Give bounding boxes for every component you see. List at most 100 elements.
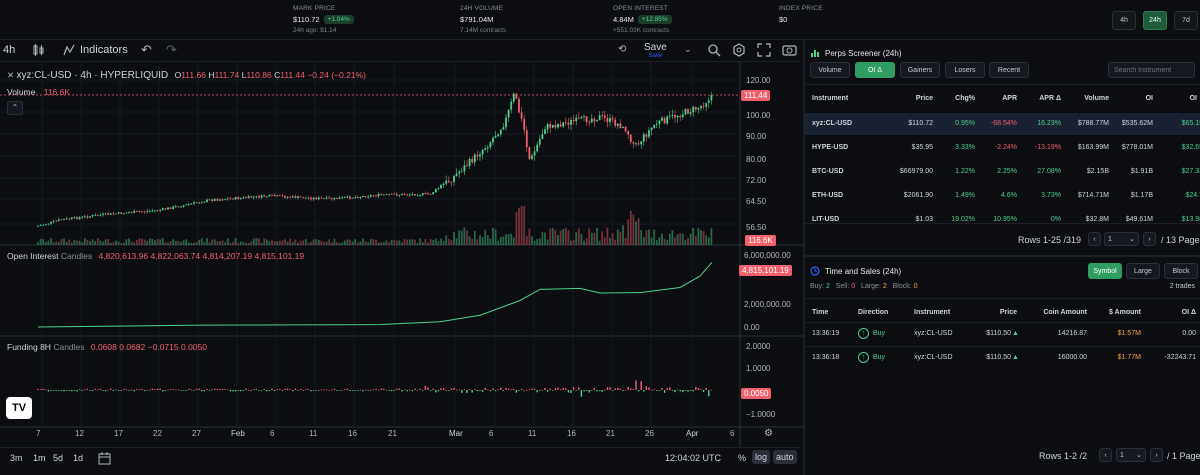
range-3m-button[interactable]: 3m xyxy=(10,453,23,463)
price-candle-body xyxy=(596,119,598,122)
volume-bar xyxy=(302,240,305,245)
volume-bar xyxy=(330,242,333,245)
utc-clock[interactable]: 12:04:02 UTC xyxy=(665,453,722,463)
log-scale-toggle[interactable]: log xyxy=(752,450,771,464)
tas-col-time[interactable]: Time xyxy=(812,309,829,316)
volume-bar xyxy=(325,241,328,245)
time-tick-label: 17 xyxy=(114,429,123,438)
date-range-calendar-icon[interactable] xyxy=(98,452,111,467)
funding-legend-value-3: 0.0050 xyxy=(180,342,207,352)
screener-header: Perps Screener (24h) xyxy=(810,48,901,58)
col-apr[interactable]: APR xyxy=(1002,95,1017,102)
time-axis-settings-icon[interactable]: ⚙ xyxy=(764,428,773,439)
price-candle-body xyxy=(211,199,214,201)
col-oi[interactable]: OI xyxy=(1145,95,1153,102)
chart-toolbar: 4h Indicators ↶ ↷ ⟲ Save Save ⌄ xyxy=(0,40,800,62)
interval-select[interactable]: 4h xyxy=(3,44,16,56)
tas-col-oi-delta[interactable]: OI Δ xyxy=(1181,309,1196,316)
tas-next-page-button[interactable]: › xyxy=(1150,448,1163,462)
volume-bar xyxy=(128,238,130,245)
range-1m-button[interactable]: 1m xyxy=(33,453,46,463)
funding-candle xyxy=(159,388,161,390)
range-1d-button[interactable]: 1d xyxy=(73,453,84,463)
fullscreen-icon[interactable] xyxy=(757,43,771,60)
oi-legend: Open Interest Candles 4,820,613.96 4,822… xyxy=(7,251,304,261)
screener-prev-page-button[interactable]: ‹ xyxy=(1088,232,1101,246)
volume-bar xyxy=(133,242,136,245)
tas-tab-symbol[interactable]: Symbol xyxy=(1088,263,1122,279)
price-chart[interactable] xyxy=(0,62,804,447)
panel-split-divider[interactable] xyxy=(805,255,1200,257)
save-button[interactable]: Save Save xyxy=(644,42,667,59)
settings-gear-icon[interactable] xyxy=(732,43,746,60)
volume-bar xyxy=(432,239,435,245)
funding-candle xyxy=(169,389,172,390)
price-candle-body xyxy=(551,124,554,128)
indicators-icon[interactable] xyxy=(62,43,76,60)
screener-page-select[interactable]: 1 ⌄ xyxy=(1104,232,1139,246)
redo-icon[interactable]: ↷ xyxy=(166,42,177,57)
col-instrument[interactable]: Instrument xyxy=(812,95,849,102)
funding-candle xyxy=(271,388,273,390)
range-5d-button[interactable]: 5d xyxy=(53,453,64,463)
open-interest-stat: OPEN INTEREST 4.84M +12.85% +551.03K cont… xyxy=(613,5,672,34)
screener-tab-recent[interactable]: Recent xyxy=(989,62,1029,78)
tas-tab-block[interactable]: Block xyxy=(1164,263,1198,279)
tas-col-direction[interactable]: Direction xyxy=(858,309,889,316)
reset-icon[interactable]: ⟲ xyxy=(618,44,627,55)
col-volume[interactable]: Volume xyxy=(1084,95,1109,102)
screener-tab-volume[interactable]: Volume xyxy=(810,62,850,78)
instrument-search-input[interactable] xyxy=(1108,62,1195,78)
col-chg[interactable]: Chg% xyxy=(955,95,975,102)
tas-prev-page-button[interactable]: ‹ xyxy=(1099,448,1112,462)
auto-scale-toggle[interactable]: auto xyxy=(773,450,797,464)
legend-close-icon[interactable]: ✕ xyxy=(7,70,15,80)
screener-next-page-button[interactable]: › xyxy=(1143,232,1156,246)
screener-tab-gainers[interactable]: Gainers xyxy=(900,62,940,78)
timeframe-4h-button[interactable]: 4h xyxy=(1112,11,1136,30)
save-menu-chevron-icon[interactable]: ⌄ xyxy=(684,44,692,54)
search-icon[interactable] xyxy=(707,43,721,60)
tas-col-usd-amount[interactable]: $ Amount xyxy=(1108,309,1141,316)
panel-divider[interactable] xyxy=(803,40,805,475)
volume-bar xyxy=(208,242,211,245)
volume-bar xyxy=(541,232,544,245)
price-candle-body xyxy=(609,118,611,123)
col-apr-delta[interactable]: APR Δ xyxy=(1039,95,1061,102)
price-candle-body xyxy=(692,106,695,113)
tas-col-coin-amount[interactable]: Coin Amount xyxy=(1043,309,1087,316)
col-price[interactable]: Price xyxy=(915,95,933,102)
chart-type-icon[interactable] xyxy=(32,43,46,60)
volume-bar xyxy=(172,239,175,245)
funding-candle xyxy=(702,390,705,392)
timeframe-24h-button[interactable]: 24h xyxy=(1143,11,1167,30)
funding-candle xyxy=(619,388,622,390)
screener-cell-apr-delta: -13.19% xyxy=(1034,144,1061,151)
col-oi-2[interactable]: OI xyxy=(1189,95,1197,102)
tas-tab-large[interactable]: Large xyxy=(1126,263,1160,279)
screener-tab-oi-delta[interactable]: OI Δ xyxy=(855,62,895,78)
tas-page-select[interactable]: 1 ⌄ xyxy=(1116,448,1146,462)
tas-col-instrument[interactable]: Instrument xyxy=(914,309,951,316)
mark-price-stat: MARK PRICE $110.72 +1.04% 24h ago: $1.14 xyxy=(293,5,354,34)
camera-icon[interactable] xyxy=(782,43,797,60)
volume-bar xyxy=(611,233,614,245)
price-candle-body xyxy=(346,196,349,198)
price-candle-body xyxy=(47,223,50,225)
funding-candle xyxy=(484,387,486,390)
timeframe-7d-button[interactable]: 7d xyxy=(1174,11,1198,30)
undo-icon[interactable]: ↶ xyxy=(141,42,152,57)
volume-bar xyxy=(453,232,455,245)
price-candle-body xyxy=(258,196,260,198)
table-row[interactable] xyxy=(805,113,1200,135)
indicators-button[interactable]: Indicators xyxy=(80,44,128,56)
oi-legend-label: Open Interest xyxy=(7,251,59,261)
screener-tab-losers[interactable]: Losers xyxy=(945,62,985,78)
price-candle-body xyxy=(434,188,437,193)
percent-scale-toggle[interactable]: % xyxy=(738,453,747,463)
funding-candle xyxy=(71,390,73,392)
funding-legend-value-0: 0.0608 xyxy=(90,342,117,352)
tas-col-price[interactable]: Price xyxy=(999,309,1017,316)
price-candle-body xyxy=(112,213,115,215)
collapse-legend-button[interactable]: ⌃ xyxy=(7,101,23,115)
